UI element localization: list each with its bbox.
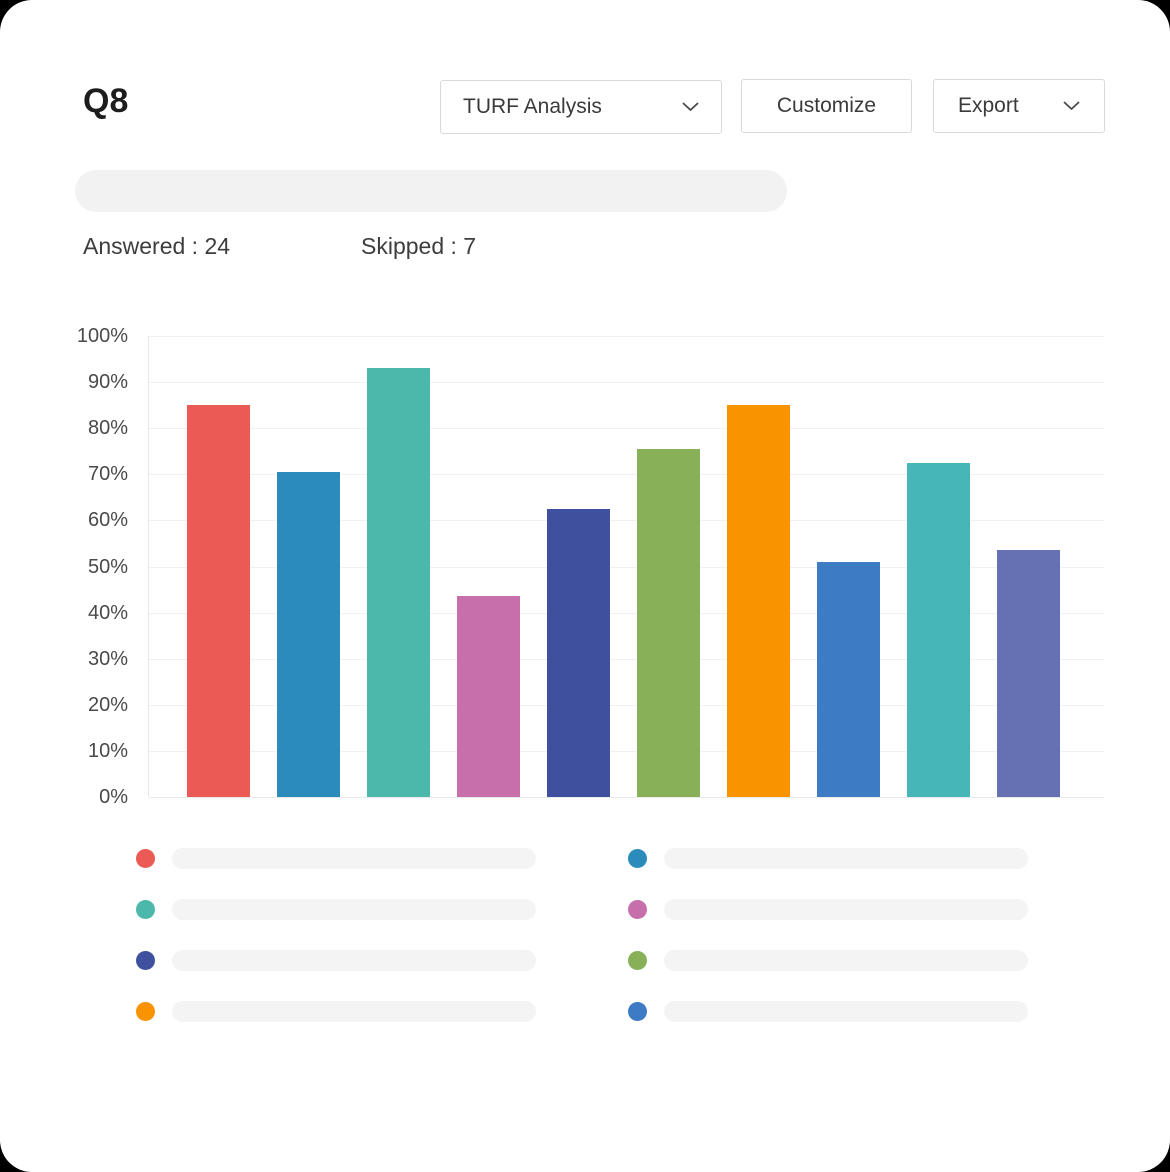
answered-count: Answered : 24 [83,233,231,259]
gridline [149,612,1104,614]
bar-series-9[interactable] [907,462,970,797]
bar-series-10[interactable] [997,550,1060,797]
y-axis-tick-label: 80% [87,417,128,440]
y-axis-tick-label: 40% [87,601,128,624]
gridline [149,750,1104,752]
legend-swatch [136,899,155,919]
legend-item-3[interactable] [136,898,536,920]
legend-label-placeholder [664,1000,1028,1022]
skipped-count: Skipped : 7 [361,233,477,259]
bar-series-2[interactable] [277,472,340,797]
export-button-label: Export [958,94,1019,117]
gridline [149,520,1104,522]
legend-label-placeholder [172,847,536,869]
bar-series-5[interactable] [547,508,610,797]
legend-label-placeholder [664,898,1028,920]
gridline [149,658,1104,660]
y-axis-tick-label: 10% [87,739,128,762]
legend-item-2[interactable] [628,847,1028,869]
legend-item-1[interactable] [136,847,536,869]
y-axis-tick-label: 0% [99,786,128,808]
legend-item-8[interactable] [628,1000,1028,1022]
y-axis-tick-label: 70% [87,463,128,486]
legend-label-placeholder [172,898,536,920]
gridline [149,704,1104,706]
gridline [149,428,1104,430]
chevron-down-icon [682,102,699,112]
x-axis-line [149,797,1104,798]
y-axis-tick-label: 90% [87,371,128,394]
gridline [149,474,1104,476]
bar-series-7[interactable] [727,405,790,797]
bar-chart-plot-area [148,336,1104,798]
bar-series-8[interactable] [817,561,880,797]
gridline [149,566,1104,568]
y-axis-tick-label: 30% [87,647,128,670]
bar-series-3[interactable] [367,368,430,797]
export-button[interactable]: Export [933,79,1105,133]
legend-item-4[interactable] [628,898,1028,920]
legend-label-placeholder [172,949,536,971]
legend-label-placeholder [664,949,1028,971]
analysis-type-dropdown[interactable]: TURF Analysis [440,80,722,134]
y-axis-tick-label: 20% [87,693,128,716]
legend-swatch [136,1001,155,1021]
legend-item-6[interactable] [628,949,1028,971]
gridline [149,336,1104,337]
y-axis-tick-label: 100% [76,325,128,347]
legend-swatch [628,899,647,919]
y-axis-tick-label: 50% [87,555,128,578]
legend-label-placeholder [664,847,1028,869]
bar-series-4[interactable] [457,596,520,797]
legend-swatch [628,1001,647,1021]
chart-legend [136,847,1028,1022]
page-title: Q8 [83,82,129,120]
bar-series-6[interactable] [637,448,700,797]
legend-item-5[interactable] [136,949,536,971]
gridline [149,382,1104,384]
customize-button[interactable]: Customize [741,79,912,133]
legend-label-placeholder [172,1000,536,1022]
analysis-type-value: TURF Analysis [463,95,602,118]
y-axis-tick-label: 60% [87,509,128,532]
bar-series-1[interactable] [187,405,250,797]
customize-button-label: Customize [776,94,877,117]
legend-swatch [136,950,155,970]
legend-item-7[interactable] [136,1000,536,1022]
question-text-placeholder [75,170,787,212]
legend-swatch [136,848,155,868]
legend-swatch [628,950,647,970]
legend-swatch [628,848,647,868]
chevron-down-icon [1063,101,1080,111]
